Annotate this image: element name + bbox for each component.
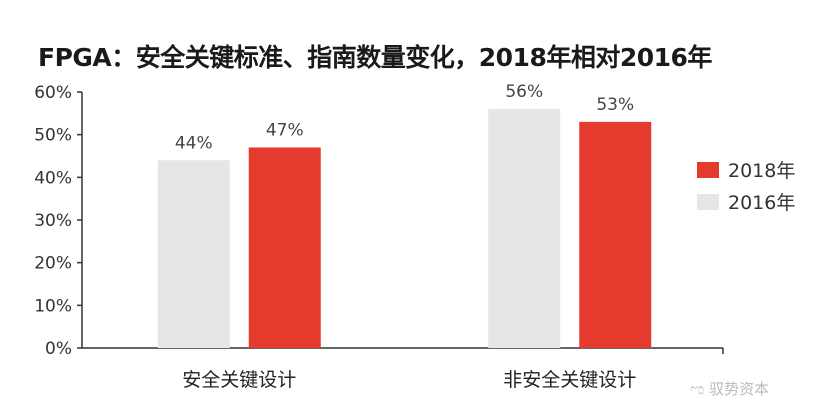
legend-label: 2016年 [728, 192, 795, 214]
legend-label: 2018年 [728, 160, 795, 182]
legend-swatch [697, 194, 719, 210]
x-category-label: 安全关键设计 [182, 369, 296, 391]
data-label: 44% [175, 133, 213, 153]
data-label: 53% [596, 95, 634, 115]
bar-2018年-非安全关键设计 [579, 121, 652, 348]
data-label: 56% [505, 82, 543, 102]
wechat-icon: ಌ [690, 380, 710, 398]
y-tick-label: 60% [34, 83, 72, 103]
watermark-text: 驭势资本 [709, 380, 770, 398]
watermark: ಌ 驭势资本 [690, 378, 769, 399]
y-tick-label: 40% [34, 168, 72, 188]
legend-swatch [697, 162, 719, 178]
y-tick-label: 10% [34, 296, 72, 316]
bar-2016年-安全关键设计 [157, 160, 230, 348]
x-category-label: 非安全关键设计 [503, 369, 636, 391]
y-tick-label: 0% [45, 339, 72, 359]
bar-2016年-非安全关键设计 [488, 109, 561, 348]
y-tick-label: 30% [34, 211, 72, 231]
data-label: 47% [266, 120, 304, 140]
y-tick-label: 20% [34, 254, 72, 274]
bar-2018年-安全关键设计 [248, 147, 321, 348]
y-tick-label: 50% [34, 126, 72, 146]
chart-title: FPGA：安全关键标准、指南数量变化，2018年相对2016年 [38, 43, 712, 72]
